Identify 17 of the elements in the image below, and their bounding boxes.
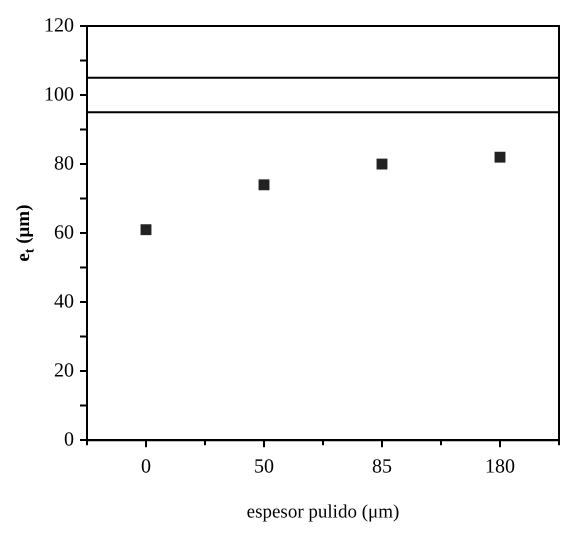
point	[494, 152, 506, 163]
x-tick-label: 0	[141, 455, 151, 478]
point	[376, 158, 388, 170]
point	[258, 179, 270, 190]
y-tick-label: 100	[44, 83, 74, 106]
y-tick-label: 60	[54, 221, 74, 244]
y-tick-label: 120	[44, 14, 74, 36]
point	[140, 224, 152, 236]
x-axis-title: espesor pulido (μm)	[246, 502, 400, 523]
y-tick-label: 0	[64, 428, 74, 450]
x-tick-label: 50	[254, 455, 274, 478]
y-tick-label: 40	[54, 290, 74, 312]
y-tick-label: 20	[54, 359, 74, 382]
y-axis-title: et (μm)	[12, 204, 38, 262]
x-tick-label: 180	[485, 455, 515, 478]
x-tick-label: 85	[372, 455, 392, 478]
y-tick-label: 80	[54, 152, 74, 174]
